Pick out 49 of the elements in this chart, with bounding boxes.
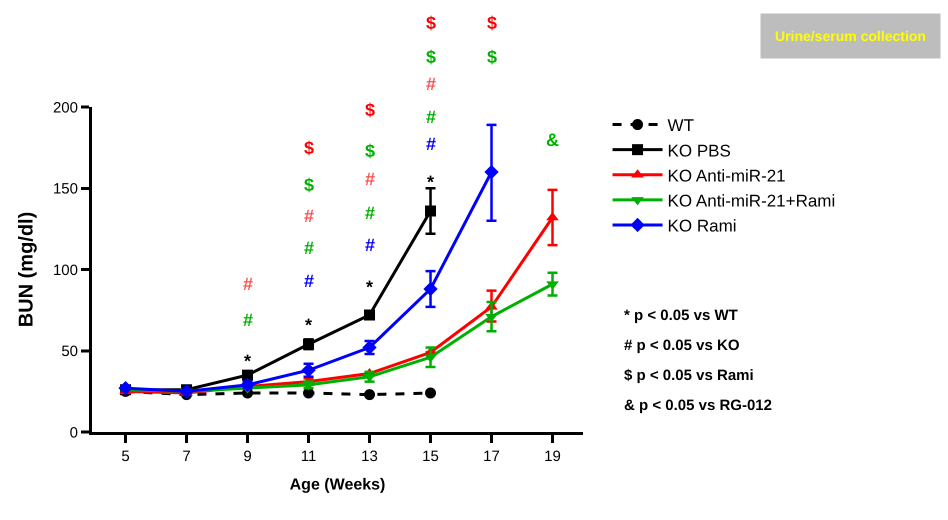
- text: Urine/serum collection: [775, 28, 926, 44]
- x-tick-label: 13: [361, 448, 378, 465]
- legend-label: KO Anti-miR-21+Rami: [668, 191, 836, 210]
- annotation: *: [305, 315, 312, 335]
- y-tick-label: 50: [61, 343, 78, 360]
- text: $: [426, 13, 436, 33]
- annotation: $: [304, 175, 314, 195]
- annotation: #: [426, 107, 436, 127]
- legend-label: WT: [668, 116, 694, 136]
- text: #: [426, 74, 436, 94]
- annotation: &: [546, 130, 559, 150]
- annotation: #: [243, 310, 254, 330]
- annotation: #: [426, 134, 436, 154]
- annotation: #: [304, 271, 314, 291]
- text: $ p < 0.05 vs Rami: [624, 367, 754, 384]
- y-tick-label: 0: [70, 424, 78, 442]
- x-tick-label: 19: [544, 448, 561, 465]
- annotation: #: [304, 238, 314, 258]
- text: $: [487, 47, 498, 67]
- legend-label: KO Rami: [668, 216, 737, 236]
- x-tick-label: 15: [422, 448, 439, 465]
- x-tick-label: 5: [121, 448, 130, 465]
- y-tick-label: 200: [52, 99, 78, 116]
- annotation: #: [365, 235, 376, 255]
- annotation: $: [365, 100, 376, 120]
- text: $: [487, 13, 498, 33]
- y-tick-label: 150: [52, 180, 78, 198]
- x-axis-title: Age (Weeks): [290, 476, 386, 494]
- text: # p < 0.05 vs KO: [624, 337, 740, 354]
- x-tick-label: 17: [483, 448, 500, 465]
- x-tick-label: 9: [243, 448, 252, 465]
- annotation: #: [243, 274, 254, 294]
- annotation: *: [427, 172, 434, 192]
- text: $: [426, 47, 436, 67]
- text: & p < 0.05 vs RG-012: [624, 397, 772, 414]
- annotation: $: [304, 138, 314, 158]
- annotation: #: [365, 203, 376, 223]
- annotation: $: [365, 141, 376, 161]
- legend-label: KO PBS: [668, 141, 731, 160]
- annotation: *: [244, 351, 252, 371]
- text: * p < 0.05 vs WT: [624, 307, 738, 324]
- annotation: #: [304, 206, 314, 226]
- legend-label: KO Anti-miR-21: [668, 166, 786, 186]
- annotation: #: [365, 169, 376, 189]
- y-axis-title: BUN (mg/dl): [15, 212, 38, 328]
- x-tick-label: 11: [300, 448, 316, 465]
- y-tick-label: 100: [52, 262, 78, 279]
- annotation: *: [366, 277, 374, 297]
- x-tick-label: 7: [182, 448, 191, 465]
